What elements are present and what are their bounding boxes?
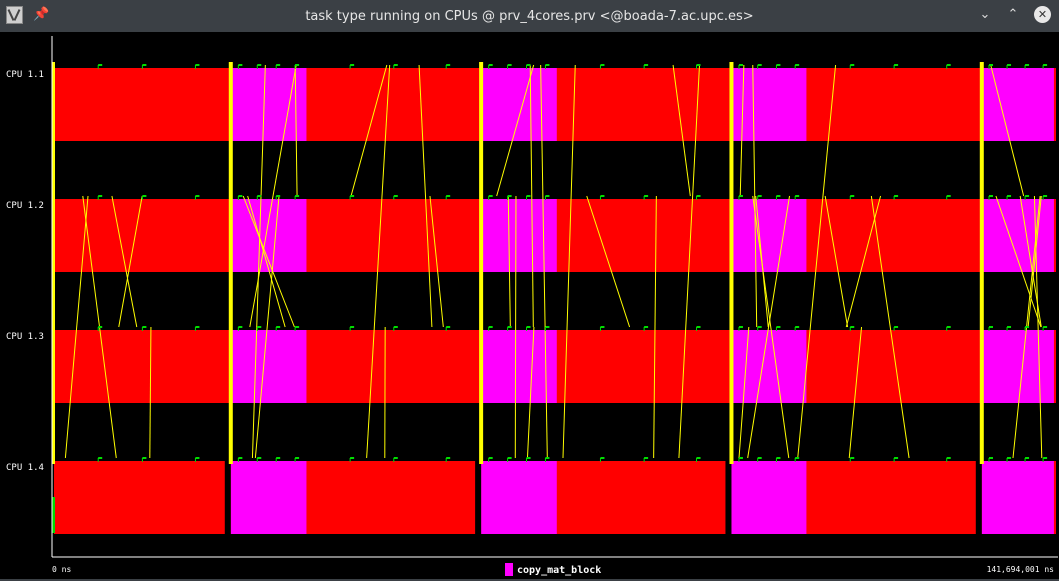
copy-mat-block-burst-1-2 xyxy=(481,68,557,141)
comm-line-4 xyxy=(118,195,143,328)
copy-mat-block-burst-4-1 xyxy=(230,461,307,534)
comm-line-3 xyxy=(111,195,138,328)
copy-mat-block-burst-4-2 xyxy=(481,461,557,534)
axis-layer: CPU 1.1 CPU 1.2 CPU 1.3 CPU 1.4 0 ns 141… xyxy=(6,36,1058,576)
sync-marker-1 xyxy=(228,62,233,464)
window-title: task type running on CPUs @ prv_4cores.p… xyxy=(305,8,754,24)
comm-line-11 xyxy=(242,195,295,328)
row-label-cpu-1-3: CPU 1.3 xyxy=(6,332,44,342)
copy-mat-block-burst-2-3 xyxy=(731,199,807,272)
comm-line-23 xyxy=(562,64,576,459)
comm-line-32 xyxy=(752,64,758,328)
comm-line-44 xyxy=(1033,195,1043,459)
legend-label-copy-mat-block: copy_mat_block xyxy=(517,565,601,576)
idle-gap-cpu4-3 xyxy=(725,461,732,534)
comm-line-17 xyxy=(514,195,517,459)
comm-line-22 xyxy=(529,64,534,328)
row-label-cpu-1-2: CPU 1.2 xyxy=(6,201,44,211)
comm-line-13 xyxy=(429,195,444,328)
copy-mat-block-burst-4-3 xyxy=(731,461,807,534)
window-controls: ⌄ ⌃ ✕ xyxy=(978,6,1051,23)
copy-mat-block-burst-3-1 xyxy=(230,330,307,403)
window-bottom-frame xyxy=(0,579,1059,581)
comm-line-26 xyxy=(678,64,700,459)
event-marker-start xyxy=(52,497,55,533)
comm-line-33 xyxy=(738,326,750,459)
close-icon[interactable]: ✕ xyxy=(1034,6,1051,23)
copy-mat-block-burst-1-4 xyxy=(981,68,1054,141)
copy-mat-block-burst-3-2 xyxy=(481,330,557,403)
comm-line-36 xyxy=(870,195,910,459)
comm-line-12 xyxy=(366,64,391,459)
copy-mat-block-burst-4-4 xyxy=(981,461,1054,534)
comm-line-30 xyxy=(747,195,791,459)
copy-mat-block-burst-3-4 xyxy=(981,330,1054,403)
comm-line-25 xyxy=(653,195,657,459)
copy-mat-block-burst-3-3 xyxy=(731,330,807,403)
sync-marker-3 xyxy=(729,62,734,464)
comm-line-5 xyxy=(149,326,152,459)
pin-icon[interactable]: 📌 xyxy=(33,7,50,22)
communication-lines-layer xyxy=(52,62,1043,464)
time-start-label: 0 ns xyxy=(52,565,71,574)
comm-line-29 xyxy=(739,64,745,197)
comm-line-7 xyxy=(249,64,297,328)
comm-line-1 xyxy=(64,195,89,459)
comm-line-15 xyxy=(418,64,433,328)
comm-line-8 xyxy=(254,195,280,459)
comm-line-37 xyxy=(848,326,863,459)
comm-line-39 xyxy=(990,64,1025,197)
comm-line-21 xyxy=(507,195,511,328)
comm-line-6 xyxy=(294,64,298,197)
comm-line-24 xyxy=(586,195,631,328)
comm-line-19 xyxy=(540,64,548,459)
comm-line-35 xyxy=(824,195,849,328)
time-end-label: 141,694,001 ns xyxy=(987,565,1055,574)
comm-line-27 xyxy=(672,64,691,197)
app-icon[interactable] xyxy=(6,6,23,24)
copy-mat-block-burst-2-2 xyxy=(481,199,557,272)
comm-line-38 xyxy=(797,64,837,459)
event-flags-layer xyxy=(52,64,1048,533)
sync-marker-start xyxy=(52,62,55,464)
comm-line-42 xyxy=(1027,195,1042,328)
row-label-cpu-1-4: CPU 1.4 xyxy=(6,463,44,473)
comm-line-20 xyxy=(526,326,535,459)
comm-line-18 xyxy=(496,64,535,197)
rows-layer xyxy=(54,68,1056,534)
sync-marker-4 xyxy=(979,62,984,464)
comm-line-41 xyxy=(995,195,1042,328)
idle-gap-cpu4-1 xyxy=(224,461,231,534)
timeline-chart[interactable]: CPU 1.1 CPU 1.2 CPU 1.3 CPU 1.4 0 ns 141… xyxy=(0,32,1059,581)
chevron-up-icon[interactable]: ⌃ xyxy=(1007,7,1019,22)
chevron-down-icon[interactable]: ⌄ xyxy=(979,7,991,22)
idle-gap-cpu4-4 xyxy=(975,461,982,534)
comm-line-10 xyxy=(247,195,286,328)
comm-line-28 xyxy=(752,195,790,459)
title-bar-left: 📌 xyxy=(6,6,49,24)
comm-line-14 xyxy=(350,64,388,197)
idle-gap-cpu4-2 xyxy=(475,461,482,534)
comm-line-31 xyxy=(755,195,769,328)
sync-marker-2 xyxy=(479,62,484,464)
legend-swatch-copy-mat-block xyxy=(505,563,513,576)
row-label-cpu-1-1: CPU 1.1 xyxy=(6,70,44,80)
title-bar: 📌 task type running on CPUs @ prv_4cores… xyxy=(0,0,1059,32)
copy-mat-block-burst-1-3 xyxy=(731,68,807,141)
comm-line-9 xyxy=(251,64,266,459)
